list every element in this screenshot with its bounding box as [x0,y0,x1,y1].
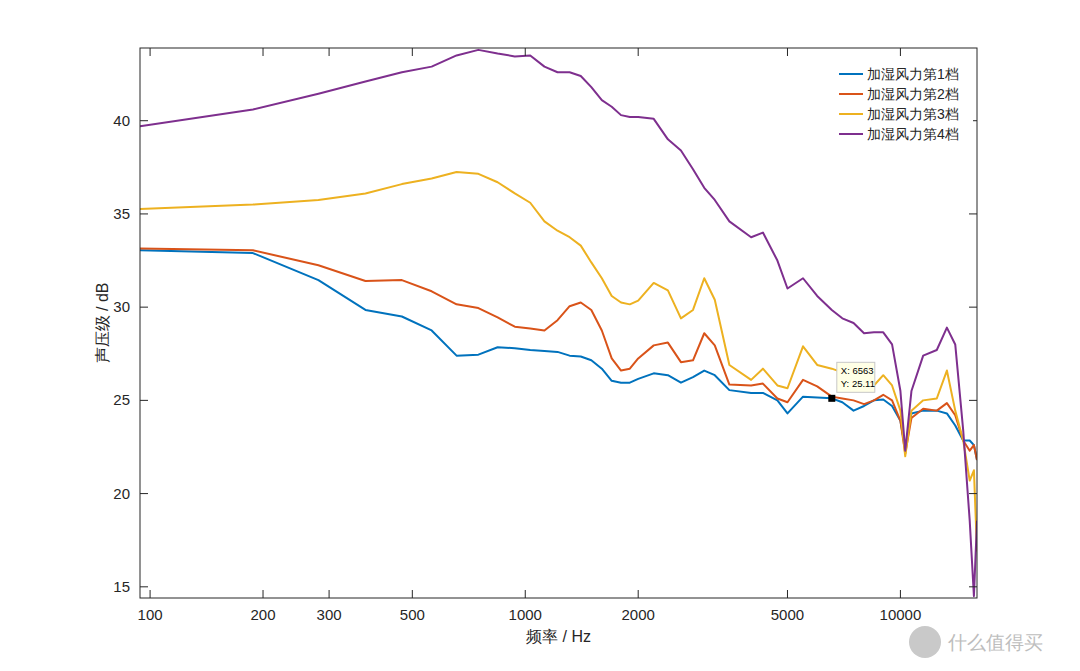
y-tick [969,307,977,308]
series-line [140,250,977,460]
legend-label: 加湿风力第4档 [867,126,959,142]
chart: 100 200 300 500 1000 2000 5000 10000 15 20 25 30 35 4… [0,0,1080,671]
x-tick-label: 10000 [880,606,922,623]
series-line [140,50,977,596]
y-tick [969,400,977,401]
legend-label: 加湿风力第1档 [867,66,959,82]
x-tick [787,590,788,598]
x-tick-label: 2000 [622,606,655,623]
x-tick [525,590,526,598]
x-tick [638,48,639,56]
series-line [140,248,977,460]
x-tick [150,590,151,598]
series-line [140,172,977,551]
x-tick [150,48,151,56]
x-tick-label: 5000 [771,606,804,623]
y-axis-label: 声压级 / dB [94,283,111,364]
legend-label: 加湿风力第3档 [867,106,959,122]
x-tick [263,590,264,598]
datatip-box [837,362,875,392]
x-tick [329,48,330,56]
plot-frame [140,48,977,598]
y-tick [140,586,148,587]
x-tick [638,590,639,598]
watermark: 什么值得买 [947,632,1043,653]
y-tick [140,307,148,308]
y-tick-label: 40 [113,112,130,129]
x-tick-label: 100 [138,606,163,623]
x-tick [329,590,330,598]
legend-swatch [839,73,863,75]
y-tick-label: 20 [113,485,130,502]
legend: 加湿风力第1档加湿风力第2档加湿风力第3档加湿风力第4档 [833,60,973,150]
datatip-text: Y: 25.11 [841,378,875,389]
y-tick [140,213,148,214]
legend-swatch [839,93,863,95]
y-tick [969,586,977,587]
x-tick-label: 500 [400,606,425,623]
y-tick-label: 25 [113,391,130,408]
x-tick [900,590,901,598]
series-group [140,50,977,596]
datatip-marker [828,395,835,402]
plot-area [140,48,977,598]
y-tick-label: 35 [113,205,130,222]
y-tick [969,493,977,494]
y-tick [140,493,148,494]
y-tick [140,400,148,401]
y-tick [140,120,148,121]
y-tick-label: 15 [113,578,130,595]
y-tick-label: 30 [113,298,130,315]
x-tick [412,590,413,598]
x-tick-label: 1000 [509,606,542,623]
watermark-icon [909,626,941,658]
x-tick-label: 300 [317,606,342,623]
x-tick-label: 200 [251,606,276,623]
legend-label: 加湿风力第2档 [867,86,959,102]
legend-swatch [839,133,863,135]
x-tick [263,48,264,56]
legend-swatch [839,113,863,115]
x-tick [525,48,526,56]
x-axis-label: 频率 / Hz [526,628,591,645]
datatip-text: X: 6563 [841,365,874,376]
x-tick [412,48,413,56]
x-tick [787,48,788,56]
x-tick [900,48,901,56]
y-tick [969,213,977,214]
legend-box [833,60,973,150]
